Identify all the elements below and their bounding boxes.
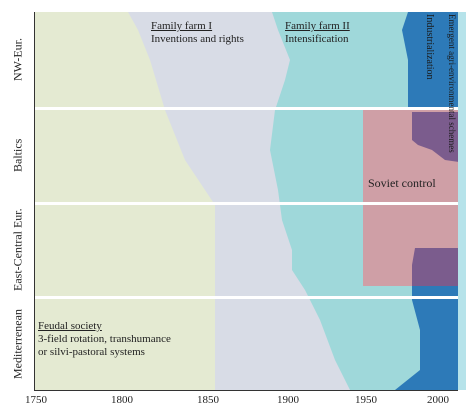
family-farm-1-annotation: Family farm I Inventions and rights (151, 20, 244, 46)
tick-label-1750: 1750 (25, 394, 47, 406)
tick-label-1800: 1800 (111, 394, 133, 406)
divider-3 (34, 296, 458, 299)
family-farm-2-title: Family farm II (285, 20, 350, 32)
feudal-line-1: 3-field rotation, transhumance (38, 333, 171, 345)
family-farm-1-subtitle: Inventions and rights (151, 33, 244, 45)
region-label-mediterranean: Mediterrenean (10, 309, 25, 379)
agri-env-strip (458, 12, 466, 390)
plot-frame (34, 12, 458, 390)
industrialization-label: Industrialization (424, 14, 435, 80)
soviet-industrialization-overlap-bottom (412, 248, 459, 286)
feudal-annotation: Feudal society 3-field rotation, transhu… (38, 320, 171, 359)
tick-label-1900: 1900 (277, 394, 299, 406)
industrialization-area (395, 12, 458, 390)
region-label-nw-eur: NW-Eur. (10, 38, 25, 81)
time-axis (34, 390, 458, 391)
region-label-baltics: Baltics (10, 138, 25, 173)
family-farm-1-title: Family farm I (151, 20, 213, 32)
feudal-line-2: or silvi-pastoral systems (38, 346, 145, 358)
tick-label-2000: 2000 (427, 394, 449, 406)
soviet-control-label: Soviet control (368, 176, 436, 190)
soviet-industrialization-overlap-top (412, 112, 459, 162)
family-farm-2-annotation: Family farm II Intensification (285, 20, 350, 46)
tick-label-1950: 1950 (355, 394, 377, 406)
tick-label-1850: 1850 (197, 394, 219, 406)
family-farm-2-subtitle: Intensification (285, 33, 349, 45)
region-label-east-central-eur: East-Central Eur. (10, 208, 25, 292)
agri-env-label: Emergent agri-environmental schemes (447, 14, 457, 153)
feudal-title: Feudal society (38, 320, 102, 332)
divider-2 (34, 202, 458, 205)
divider-1 (34, 107, 458, 110)
